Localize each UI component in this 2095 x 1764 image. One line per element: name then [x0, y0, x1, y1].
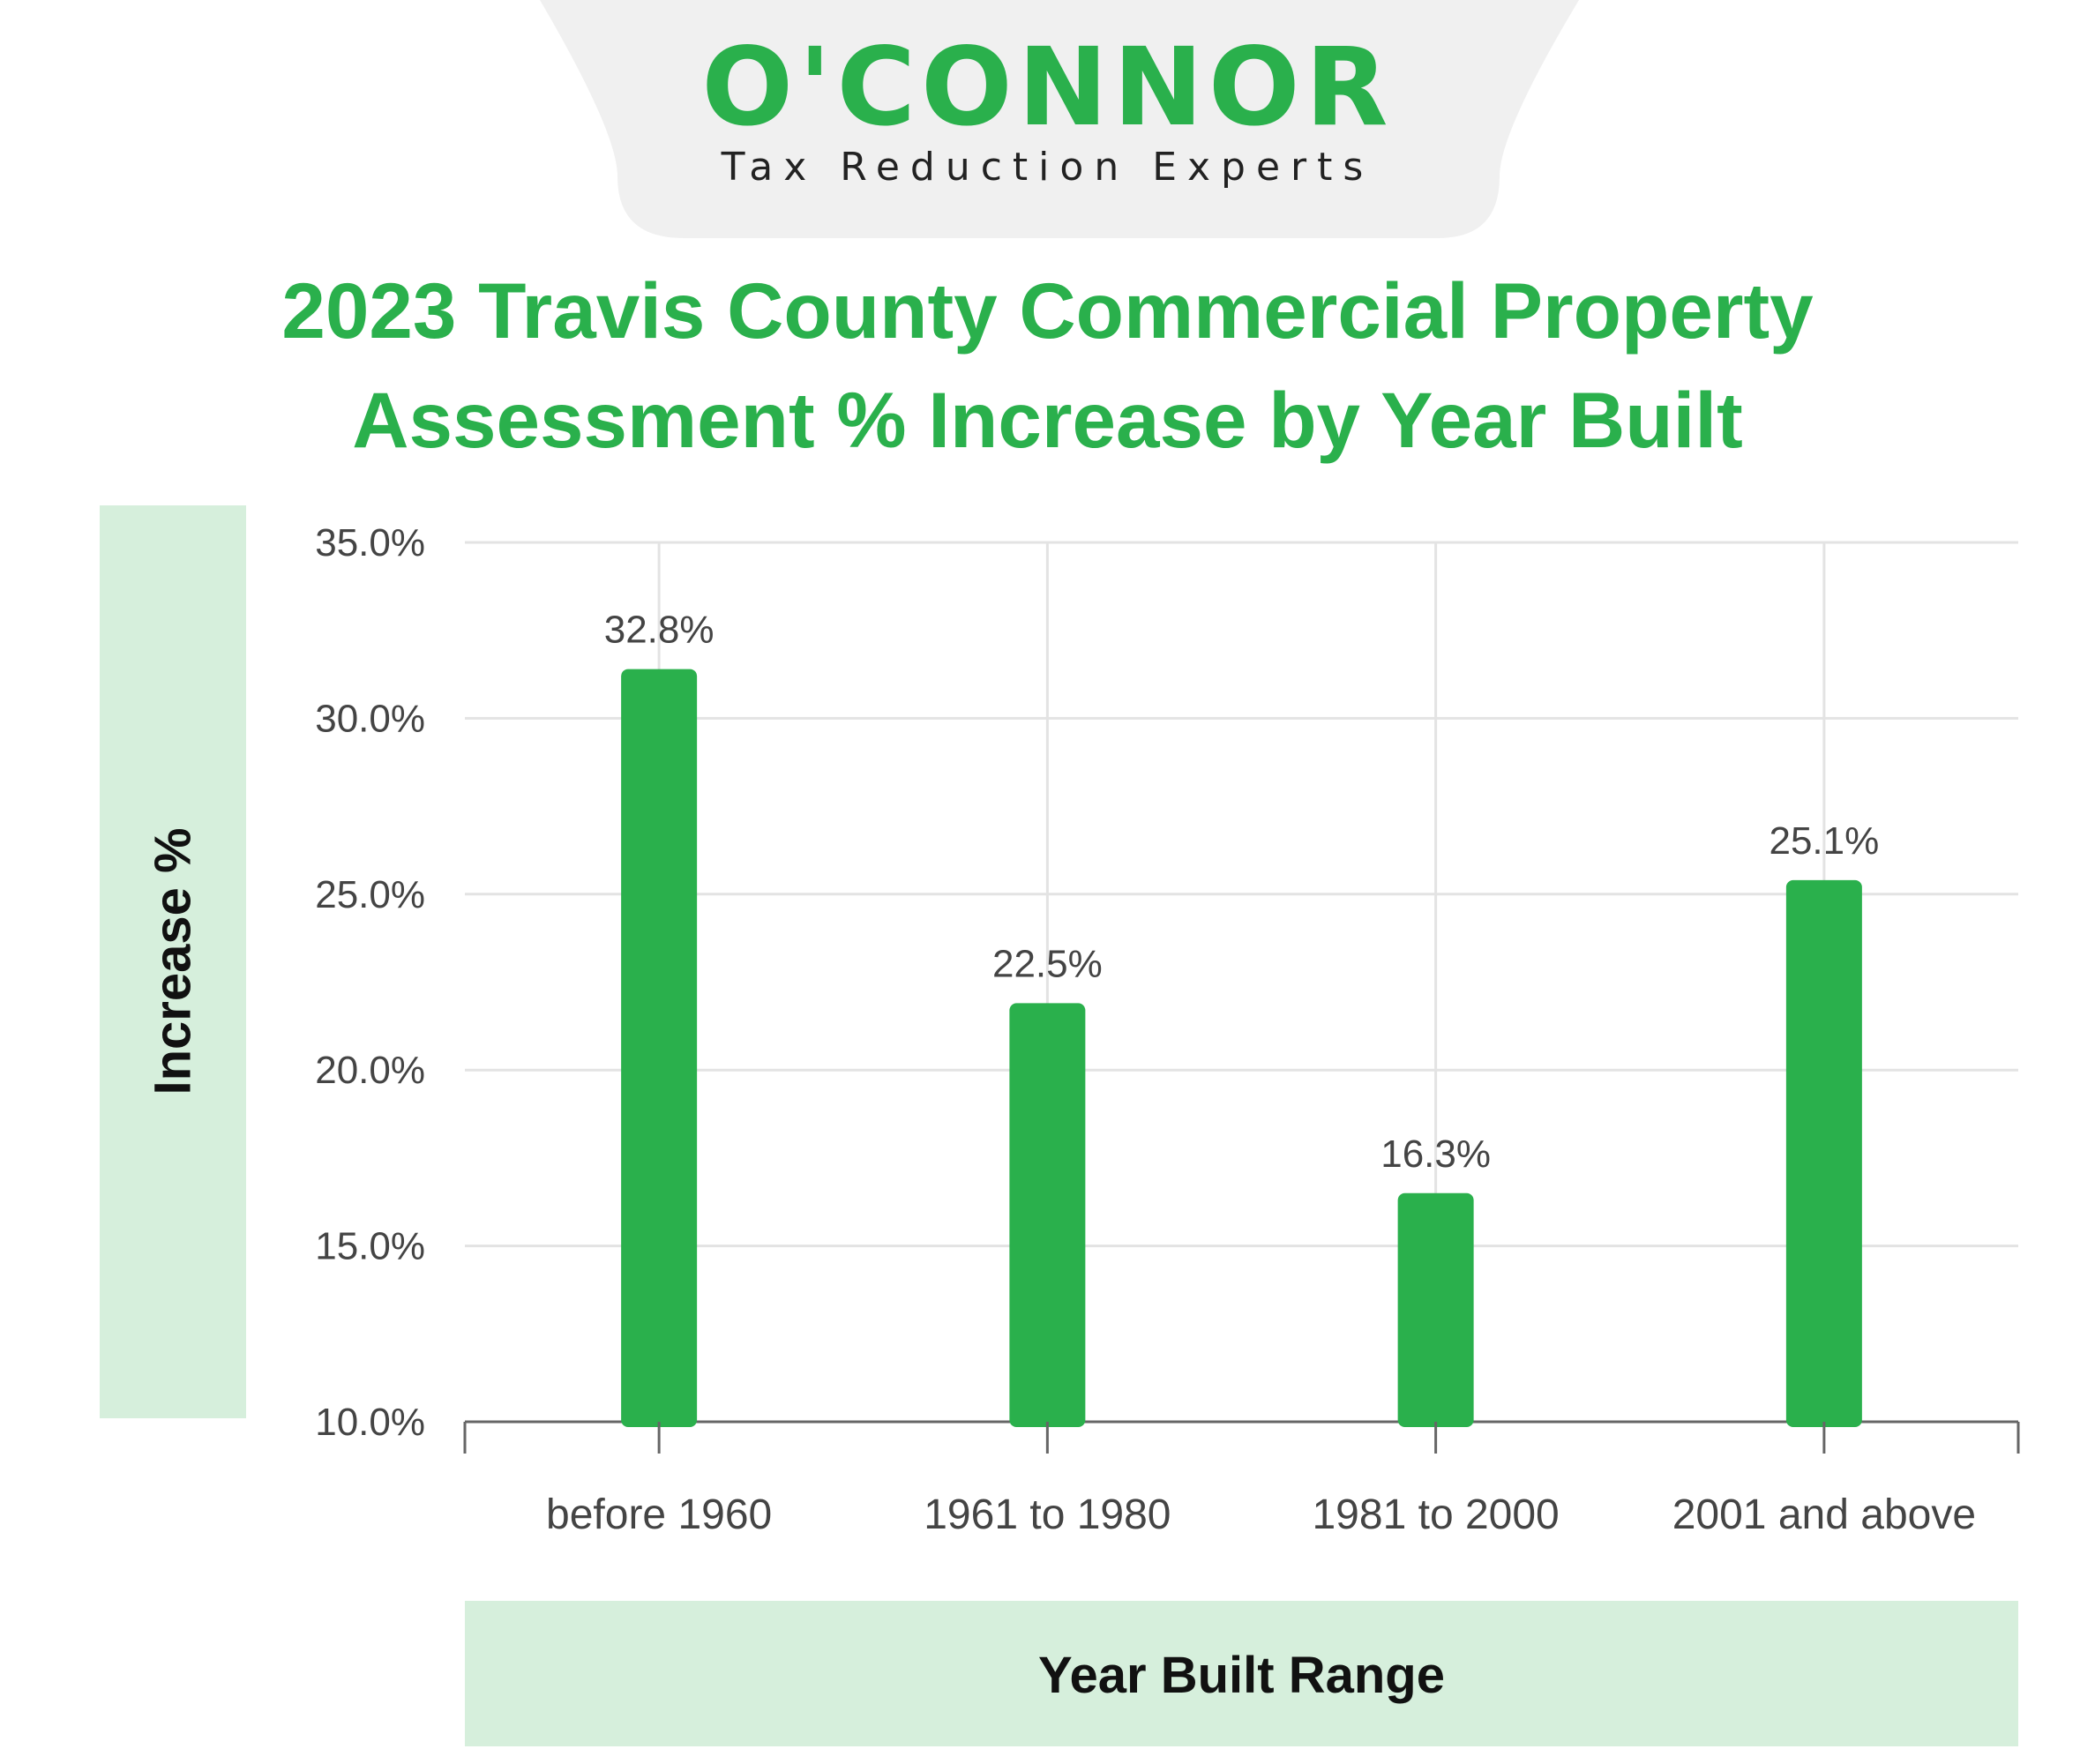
x-tick-label: 2001 and above: [1672, 1491, 1976, 1538]
bar: [1785, 879, 1862, 1427]
x-tick-label: 1961 to 1980: [924, 1491, 1171, 1538]
chart-title-line-1: 2023 Travis County Commercial Property: [281, 266, 1814, 355]
bar: [621, 669, 698, 1427]
x-tick-label: 1981 to 2000: [1312, 1491, 1559, 1538]
y-axis-label-panel: [100, 505, 246, 1418]
y-tick-label: 10.0%: [315, 1401, 425, 1444]
x-tick-label: before 1960: [546, 1491, 772, 1538]
bar: [1397, 1192, 1474, 1427]
data-label: 25.1%: [1769, 819, 1879, 863]
x-axis-label-panel: [465, 1601, 2018, 1746]
chart-title: 2023 Travis County Commercial Property A…: [0, 256, 2095, 475]
x-axis-label: Year Built Range: [1038, 1647, 1445, 1704]
y-tick-label: 35.0%: [315, 521, 425, 564]
data-label: 16.3%: [1380, 1132, 1491, 1176]
data-label: 32.8%: [604, 609, 715, 652]
logo-tagline: Tax Reduction Experts: [721, 145, 1374, 190]
bar: [1009, 1003, 1086, 1427]
chart-title-line-2: Assessment % Increase by Year Built: [352, 376, 1743, 464]
y-tick-label: 25.0%: [315, 873, 425, 916]
y-tick-label: 15.0%: [315, 1225, 425, 1268]
y-tick-label: 30.0%: [315, 697, 425, 740]
y-tick-label: 20.0%: [315, 1049, 425, 1092]
logo: O'CONNOR: [701, 25, 1394, 150]
header-tab: [540, 0, 1579, 238]
data-label: 22.5%: [992, 942, 1103, 985]
